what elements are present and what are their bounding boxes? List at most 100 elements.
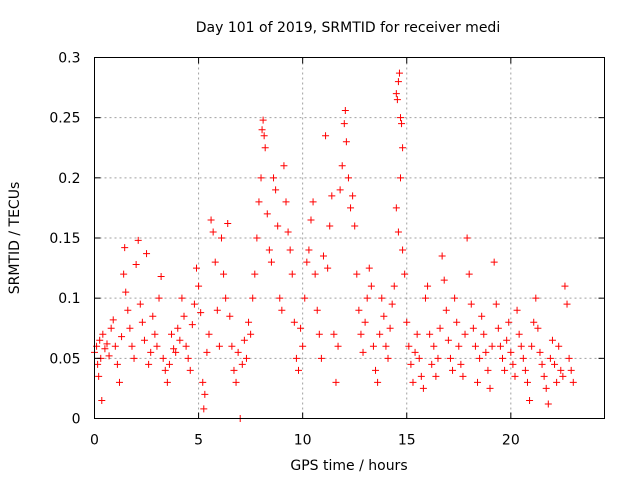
data-point	[305, 246, 313, 254]
data-point	[380, 312, 388, 320]
data-point	[426, 330, 434, 338]
data-point	[263, 210, 271, 218]
data-point	[270, 174, 278, 182]
data-point	[203, 348, 211, 356]
data-point	[121, 244, 129, 252]
data-point	[478, 312, 486, 320]
data-point	[374, 378, 382, 386]
data-point	[255, 198, 263, 206]
x-tick-label: 5	[194, 433, 203, 449]
data-point	[257, 174, 265, 182]
data-point	[182, 342, 190, 350]
y-tick-label: 0.05	[49, 351, 80, 367]
data-point	[226, 312, 234, 320]
data-point	[153, 342, 161, 350]
data-point	[168, 330, 176, 338]
data-point	[353, 270, 361, 278]
data-point	[457, 360, 465, 368]
data-point	[351, 222, 359, 230]
data-point	[388, 300, 396, 308]
data-point	[249, 294, 257, 302]
data-point	[326, 222, 334, 230]
data-point	[190, 300, 198, 308]
data-point	[492, 300, 500, 308]
data-point	[334, 342, 342, 350]
data-point	[382, 342, 390, 350]
data-point	[140, 336, 148, 344]
data-point	[341, 106, 349, 114]
data-point	[488, 342, 496, 350]
data-point	[553, 378, 561, 386]
plot-frame	[94, 57, 605, 419]
data-point	[421, 294, 429, 302]
data-point	[309, 198, 317, 206]
data-point	[563, 300, 571, 308]
data-point	[482, 348, 490, 356]
data-point	[459, 372, 467, 380]
data-point	[490, 258, 498, 266]
data-point	[186, 366, 194, 374]
data-point	[440, 276, 448, 284]
data-point	[361, 318, 369, 326]
data-point	[322, 132, 330, 140]
data-point	[392, 90, 400, 98]
data-point	[455, 342, 463, 350]
data-point	[143, 250, 151, 258]
data-point	[297, 324, 305, 332]
data-point	[211, 258, 219, 266]
data-point	[548, 336, 556, 344]
data-point	[224, 220, 232, 228]
data-point	[259, 116, 267, 124]
data-point	[313, 306, 321, 314]
data-point	[261, 144, 269, 152]
data-point	[126, 324, 134, 332]
data-point	[344, 174, 352, 182]
data-point	[542, 384, 550, 392]
data-point	[411, 348, 419, 356]
data-point	[499, 354, 506, 362]
data-point	[430, 342, 438, 350]
data-point	[222, 294, 230, 302]
data-point	[105, 352, 113, 360]
data-point	[336, 186, 344, 194]
data-point	[544, 400, 552, 408]
data-point	[205, 330, 213, 338]
data-point	[546, 354, 554, 362]
data-point	[555, 342, 563, 350]
data-point	[274, 222, 282, 230]
data-point	[513, 306, 521, 314]
data-point	[132, 260, 140, 268]
data-point	[315, 330, 323, 338]
data-point	[188, 321, 196, 329]
data-point	[145, 360, 153, 368]
data-point	[480, 330, 488, 338]
x-tick-label: 10	[294, 433, 312, 449]
data-point	[347, 204, 355, 212]
data-point	[569, 378, 577, 386]
data-point	[519, 354, 527, 362]
data-point	[501, 366, 509, 374]
data-point	[303, 258, 311, 266]
axis-ticks: 0 0.05 0.1 0.15 0.2 0.25 0.3 0 5 10 15 20	[49, 51, 605, 449]
data-point	[338, 162, 346, 170]
data-point	[409, 378, 417, 386]
data-point	[407, 360, 415, 368]
data-point	[282, 198, 290, 206]
data-point	[307, 216, 315, 224]
data-point	[484, 366, 492, 374]
data-point	[386, 324, 394, 332]
data-point	[95, 372, 103, 380]
data-point	[393, 96, 401, 104]
data-point	[424, 282, 432, 290]
data-point	[507, 348, 515, 356]
data-point	[251, 270, 259, 278]
data-point	[449, 366, 457, 374]
data-point	[526, 396, 534, 404]
data-point	[228, 342, 236, 350]
data-point	[163, 378, 171, 386]
data-point	[161, 366, 169, 374]
y-tick-label: 0.15	[49, 231, 80, 247]
data-point	[265, 246, 273, 254]
data-point	[128, 342, 136, 350]
data-point	[118, 333, 126, 341]
